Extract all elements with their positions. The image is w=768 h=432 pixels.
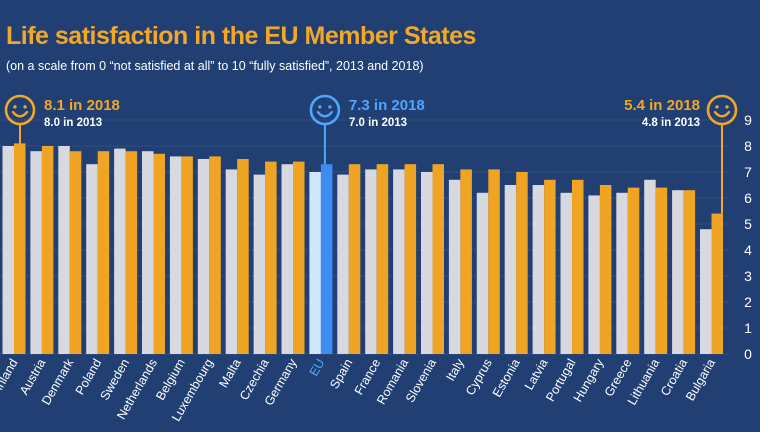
x-tick-label-spain: Spain bbox=[327, 356, 355, 391]
chart-title: Life satisfaction in the EU Member State… bbox=[6, 22, 476, 50]
bar-2013-croatia bbox=[672, 190, 684, 354]
x-tick-label-malta: Malta bbox=[216, 356, 243, 390]
smiley-icon-eye bbox=[328, 105, 332, 109]
bar-2018-spain bbox=[348, 164, 361, 354]
bar-2018-hungary bbox=[599, 185, 612, 354]
y-tick-label: 4 bbox=[744, 242, 752, 258]
bar-2018-poland bbox=[97, 151, 110, 354]
bar-2013-germany bbox=[281, 164, 293, 354]
y-tick-label: 7 bbox=[744, 164, 752, 180]
bar-2013-portugal bbox=[560, 192, 572, 354]
x-tick-label-latvia: Latvia bbox=[522, 356, 551, 392]
y-tick-label: 1 bbox=[744, 320, 752, 336]
bar-2013-czechia bbox=[253, 174, 266, 354]
bar-2013-eu bbox=[309, 172, 321, 354]
bar-2018-denmark bbox=[69, 151, 82, 354]
annotation-sub-eu: 7.0 in 2013 bbox=[349, 117, 407, 129]
right-margin bbox=[760, 0, 768, 432]
annotation-sub-bulgaria: 4.8 in 2013 bbox=[642, 117, 700, 129]
smiley-icon-mouth bbox=[316, 110, 334, 118]
smiley-icon bbox=[4, 94, 36, 126]
annotation-sub-finland: 8.0 in 2013 bbox=[44, 117, 102, 129]
bar-2013-finland bbox=[2, 146, 14, 354]
smiley-icon-mouth bbox=[713, 110, 731, 118]
bar-2018-latvia bbox=[544, 179, 556, 354]
smiley-icon-eye bbox=[23, 105, 27, 109]
y-tick-label: 9 bbox=[744, 112, 752, 128]
bar-2018-germany bbox=[293, 161, 305, 354]
y-tick-label: 6 bbox=[744, 190, 752, 206]
bar-2018-cyprus bbox=[488, 169, 500, 354]
bar-2013-malta bbox=[225, 169, 238, 354]
x-tick-label-eu: EU bbox=[307, 357, 328, 379]
annotation-value-eu: 7.3 in 2018 bbox=[349, 97, 425, 114]
bar-2013-france bbox=[365, 169, 377, 354]
bar-2018-croatia bbox=[683, 190, 696, 354]
bar-2013-netherlands bbox=[142, 151, 154, 354]
smiley-icon-eye bbox=[725, 105, 729, 109]
y-tick-label: 2 bbox=[744, 294, 752, 310]
bar-2013-luxembourg bbox=[197, 159, 210, 354]
smiley-icon-eye bbox=[13, 105, 17, 109]
bar-2018-romania bbox=[404, 164, 417, 354]
y-tick-label: 8 bbox=[744, 138, 752, 154]
bar-2018-sweden bbox=[125, 151, 138, 354]
bar-2018-lithuania bbox=[655, 187, 668, 354]
bar-2018-finland bbox=[14, 143, 26, 354]
annotation-value-finland: 8.1 in 2018 bbox=[44, 97, 120, 114]
bar-2013-bulgaria bbox=[700, 229, 712, 354]
bar-2018-italy bbox=[460, 169, 472, 354]
smiley-icon-eye bbox=[318, 105, 322, 109]
bar-2013-poland bbox=[86, 164, 98, 354]
bar-2013-latvia bbox=[532, 185, 545, 354]
smiley-icon bbox=[309, 94, 341, 126]
smiley-icon-mouth bbox=[11, 110, 29, 118]
bar-2018-austria bbox=[41, 146, 54, 354]
bar-2013-cyprus bbox=[476, 192, 489, 354]
bar-2013-sweden bbox=[114, 148, 126, 354]
smiley-icon bbox=[706, 94, 738, 126]
bar-2018-bulgaria bbox=[711, 213, 723, 354]
x-tick-label-italy: Italy bbox=[443, 356, 467, 384]
bar-2013-lithuania bbox=[644, 179, 656, 354]
bar-2013-denmark bbox=[58, 146, 70, 354]
bar-2018-belgium bbox=[181, 156, 193, 354]
y-tick-label: 5 bbox=[744, 216, 752, 232]
bar-2018-netherlands bbox=[153, 153, 165, 354]
bar-2013-greece bbox=[616, 192, 628, 354]
bar-2018-slovenia bbox=[432, 164, 444, 354]
bar-2018-greece bbox=[627, 187, 640, 354]
bar-2018-portugal bbox=[572, 179, 584, 354]
smiley-icon-eye bbox=[715, 105, 719, 109]
chart-subtitle: (on a scale from 0 “not satisfied at all… bbox=[6, 59, 424, 73]
annotation-value-bulgaria: 5.4 in 2018 bbox=[624, 97, 700, 114]
x-tick-label-finland: Finland bbox=[0, 356, 21, 399]
bar-2013-italy bbox=[448, 179, 461, 354]
bar-2013-hungary bbox=[588, 195, 600, 354]
bar-2013-slovenia bbox=[421, 172, 433, 354]
y-tick-label: 0 bbox=[744, 346, 752, 362]
bar-2013-romania bbox=[393, 169, 405, 354]
bar-2013-belgium bbox=[169, 156, 182, 354]
bar-2013-austria bbox=[30, 151, 42, 354]
bar-2018-france bbox=[376, 164, 389, 354]
x-tick-label-estonia: Estonia bbox=[490, 356, 523, 399]
bar-2018-malta bbox=[237, 159, 249, 354]
bar-2018-estonia bbox=[516, 172, 528, 354]
bar-2018-eu bbox=[320, 164, 333, 354]
bar-2018-luxembourg bbox=[209, 156, 221, 354]
y-tick-label: 3 bbox=[744, 268, 752, 284]
bar-2013-estonia bbox=[504, 185, 517, 354]
bar-2018-czechia bbox=[265, 161, 277, 354]
bar-2013-spain bbox=[337, 174, 349, 354]
